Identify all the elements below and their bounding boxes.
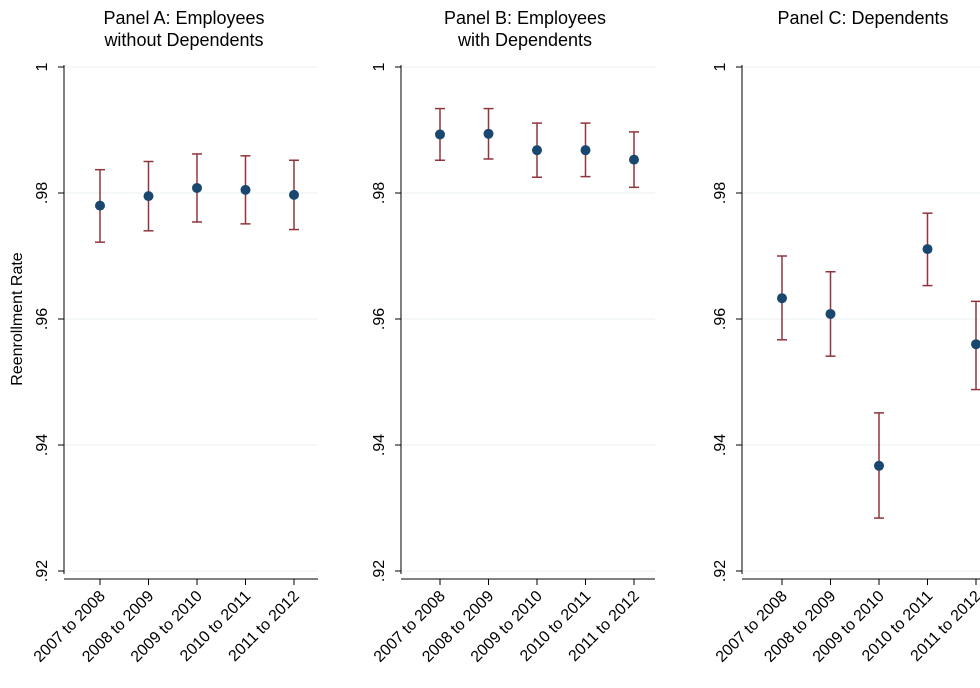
data-point (289, 189, 299, 200)
data-point (971, 339, 980, 350)
data-point (874, 460, 884, 471)
data-point (922, 244, 933, 255)
y-tick-label: .96 (712, 308, 729, 330)
y-tick-label: 1 (371, 62, 388, 71)
y-tick-label: .98 (371, 182, 388, 204)
y-tick-label: .94 (34, 434, 51, 456)
y-tick-label: .98 (34, 182, 51, 204)
y-tick-label: .98 (712, 182, 729, 204)
data-point (777, 293, 787, 304)
y-tick-label: .94 (712, 434, 729, 456)
data-point (629, 154, 639, 165)
y-axis-title: Reenrollment Rate (9, 252, 26, 386)
data-point (532, 145, 542, 156)
y-tick-label: .92 (371, 560, 388, 582)
data-point (240, 184, 251, 195)
panel-title: with Dependents (457, 30, 592, 50)
y-tick-label: 1 (712, 62, 729, 71)
panel-title: without Dependents (103, 30, 263, 50)
data-point (143, 191, 154, 202)
data-point (95, 200, 105, 211)
y-tick-label: .92 (34, 560, 51, 582)
panel-title: Panel B: Employees (444, 8, 606, 28)
panel-title: Panel A: Employees (103, 8, 264, 28)
data-point (192, 182, 202, 193)
data-point (435, 129, 445, 140)
panel-title: Panel C: Dependents (777, 8, 948, 28)
data-point (580, 145, 591, 156)
y-tick-label: 1 (34, 62, 51, 71)
y-tick-label: .96 (34, 308, 51, 330)
y-tick-label: .92 (712, 560, 729, 582)
y-tick-label: .94 (371, 434, 388, 456)
data-point (483, 128, 494, 139)
data-point (825, 308, 836, 319)
y-tick-label: .96 (371, 308, 388, 330)
